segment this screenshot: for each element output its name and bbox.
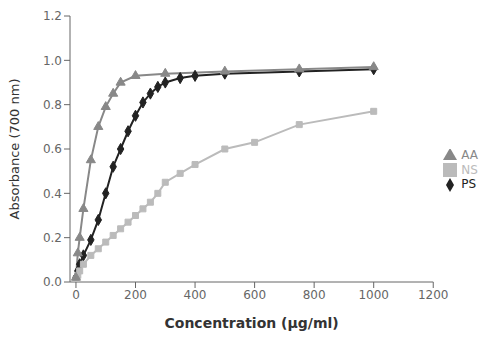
svg-text:0.8: 0.8: [43, 98, 62, 112]
html-text:AA: AA: [461, 148, 478, 163]
svg-text:0.6: 0.6: [43, 142, 62, 156]
svg-text:400: 400: [184, 288, 207, 302]
html-text:NS: NS: [461, 162, 478, 177]
svg-text:1200: 1200: [418, 288, 449, 302]
svg-text:600: 600: [243, 288, 266, 302]
svg-text:1000: 1000: [358, 288, 389, 302]
svg-text:0.4: 0.4: [43, 187, 62, 201]
svg-text:0: 0: [72, 288, 80, 302]
svg-text:1.0: 1.0: [43, 54, 62, 68]
svg-text:800: 800: [303, 288, 326, 302]
svg-text:0.0: 0.0: [43, 275, 62, 289]
html-text:PS: PS: [461, 177, 477, 192]
svg-text:Absorbance (700 nm): Absorbance (700 nm): [8, 79, 22, 220]
svg-text:0.2: 0.2: [43, 231, 62, 245]
svg-text:200: 200: [124, 288, 147, 302]
svg-text:1.2: 1.2: [43, 9, 62, 23]
svg-text:Concentration (μg/ml): Concentration (μg/ml): [165, 315, 339, 331]
